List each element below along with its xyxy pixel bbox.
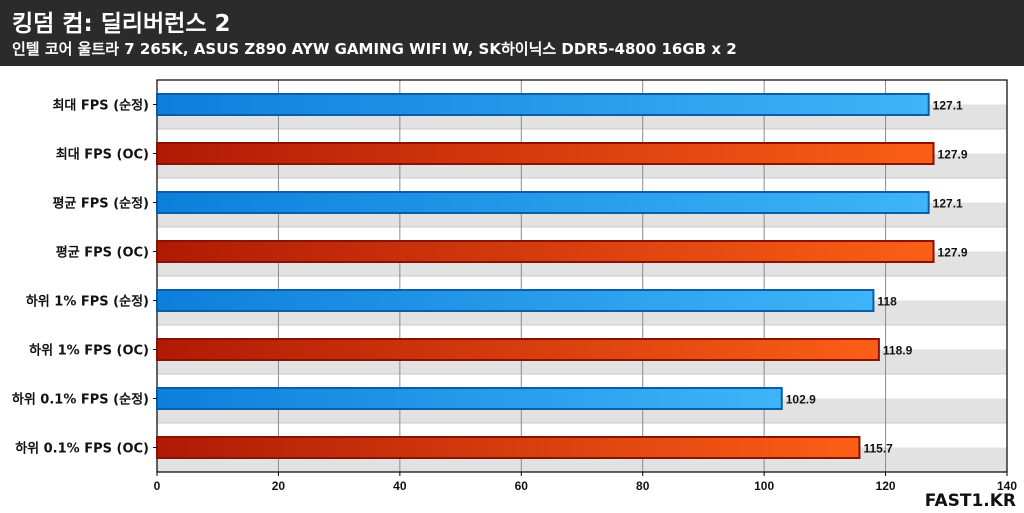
x-tick-label: 100: [754, 479, 774, 493]
x-tick-label: 140: [997, 479, 1017, 493]
data-label: 127.1: [933, 197, 963, 211]
category-label: 최대 FPS (순정): [52, 98, 149, 114]
category-label: 평균 FPS (OC): [56, 245, 149, 261]
chart-title: 킹덤 컴: 딜리버런스 2: [12, 11, 231, 37]
category-label: 평균 FPS (순정): [52, 196, 149, 212]
bar: [156, 338, 880, 361]
bar: [156, 387, 783, 410]
plot-border: [156, 79, 1008, 473]
bar: [156, 93, 930, 116]
chart-subtitle: 인텔 코어 울트라 7 265K, ASUS Z890 AYW GAMING W…: [12, 40, 737, 58]
data-label: 118.9: [883, 344, 913, 358]
chart-header: 킹덤 컴: 딜리버런스 2 인텔 코어 울트라 7 265K, ASUS Z89…: [0, 0, 1024, 66]
data-label: 127.1: [933, 99, 963, 113]
x-tick-label: 20: [272, 479, 286, 493]
x-tick-label: 0: [154, 479, 161, 493]
bar: [156, 289, 875, 312]
data-label: 127.9: [938, 246, 968, 260]
data-label: 115.7: [863, 442, 893, 456]
category-label: 하위 1% FPS (순정): [26, 294, 149, 310]
category-label: 최대 FPS (OC): [56, 148, 149, 163]
x-tick-label: 120: [876, 479, 896, 493]
category-label: 하위 0.1% FPS (순정): [12, 392, 149, 408]
site-watermark: FAST1.KR: [924, 491, 1016, 511]
x-tick-label: 80: [636, 479, 650, 493]
category-label: 하위 0.1% FPS (OC): [15, 441, 149, 457]
bar-chart: 127.1 최대 FPS (순정) 127.9 최대 FPS (OC) 127.1 평균 …: [12, 79, 1017, 493]
x-tick-label: 60: [515, 479, 529, 493]
data-label: 127.9: [938, 148, 968, 162]
data-label: 102.9: [786, 393, 816, 407]
bar: [156, 240, 935, 263]
category-label: 하위 1% FPS (OC): [29, 343, 149, 359]
x-tick-label: 40: [393, 479, 407, 493]
bar: [156, 436, 861, 459]
bar: [156, 142, 935, 165]
bar: [156, 191, 930, 214]
data-label: 118: [877, 295, 897, 309]
